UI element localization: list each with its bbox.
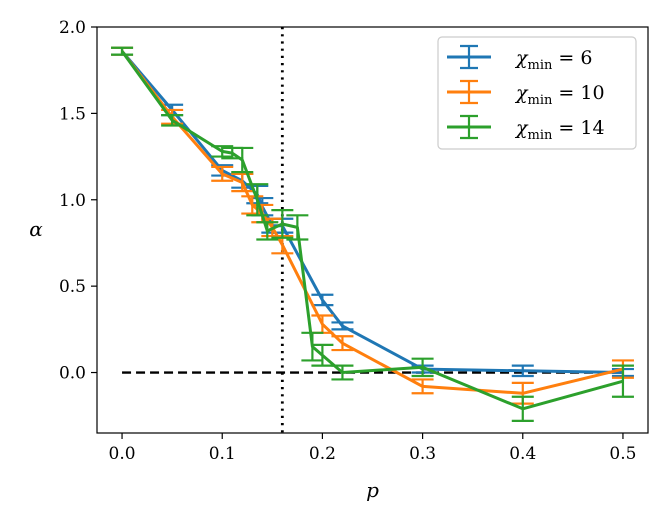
error-bar [161, 114, 184, 127]
legend-box [437, 36, 637, 150]
error-bar [211, 165, 234, 182]
error-bar [411, 357, 434, 378]
y-axis-label: α [29, 217, 43, 241]
legend-label: χmin = 14 [514, 117, 605, 143]
y-tick-label: 1.5 [59, 104, 86, 124]
y-tick-label: 1.0 [59, 191, 86, 211]
error-bar [286, 214, 309, 241]
axes-ticks: 0.0 0.1 0.2 0.3 0.4 0.5 0.0 0.5 1.0 1.5 2.0 [59, 18, 637, 464]
error-bar [256, 221, 279, 241]
error-bar [511, 395, 534, 423]
x-tick-label: 0.5 [609, 444, 636, 464]
series-3 [111, 46, 634, 423]
error-bar [331, 335, 354, 352]
legend-entry: χmin = 14 [447, 114, 605, 143]
error-bar [111, 46, 134, 56]
legend-entry: χmin = 10 [447, 79, 605, 108]
x-tick-label: 0.1 [209, 444, 236, 464]
error-bar [611, 364, 634, 398]
legend-label: χmin = 6 [514, 47, 592, 73]
error-bar [301, 331, 324, 362]
error-bar [331, 364, 354, 381]
error-bar [331, 321, 354, 331]
legend-label: χmin = 10 [514, 82, 605, 108]
legend-entry: χmin = 6 [447, 44, 592, 73]
series-layer [111, 46, 634, 423]
legend: χmin = 6 χmin = 10 χmin = 14 [437, 36, 637, 150]
x-tick-label: 0.3 [409, 444, 436, 464]
y-tick-label: 0.0 [59, 364, 86, 384]
x-tick-label: 0.0 [109, 444, 136, 464]
x-axis-label: p [366, 478, 379, 502]
y-tick-label: 0.5 [59, 277, 86, 297]
x-tick-label: 0.2 [309, 444, 336, 464]
error-bar [246, 183, 269, 217]
plot-frame [96, 26, 649, 434]
error-bar [311, 293, 334, 307]
error-bar [311, 343, 334, 367]
error-bar [231, 146, 254, 174]
y-tick-label: 2.0 [59, 18, 86, 38]
x-tick-label: 0.4 [509, 444, 536, 464]
error-bar [411, 378, 434, 395]
error-bar [231, 172, 254, 193]
error-bar [271, 209, 294, 239]
error-bar [511, 364, 534, 378]
